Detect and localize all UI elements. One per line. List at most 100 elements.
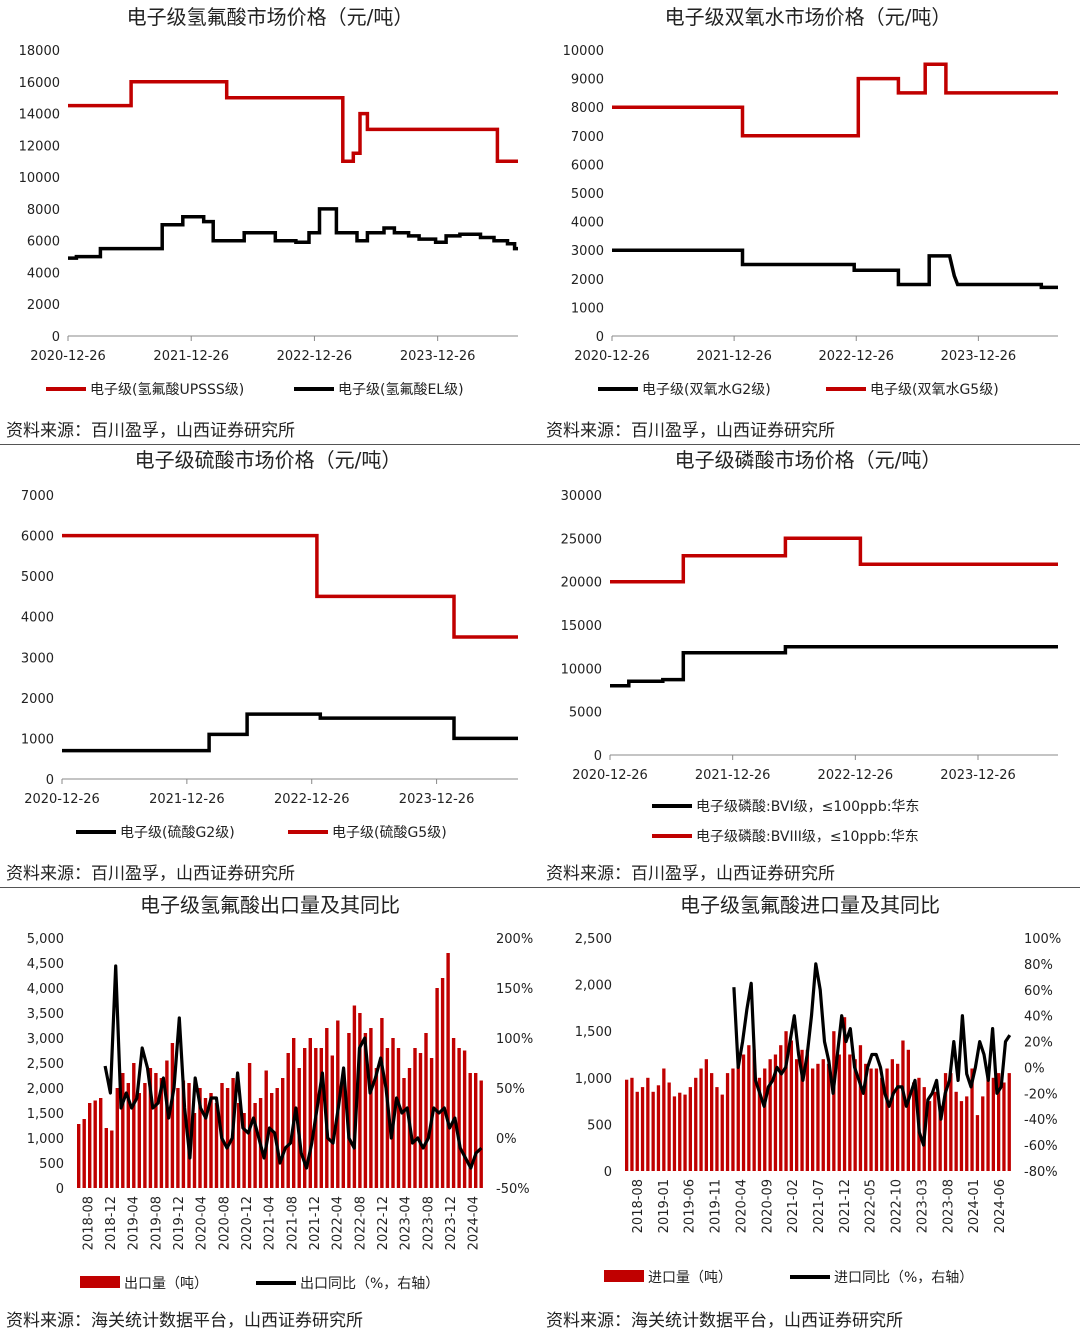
bar	[435, 988, 439, 1188]
bar	[858, 1045, 863, 1171]
bar	[906, 1049, 910, 1171]
h2o2-price-chart: 电子级双氧水市场价格（元/吨） 0 1000 2000 3000 4000 5000 6000…	[563, 5, 1058, 398]
bar	[413, 1048, 417, 1188]
bar	[214, 1103, 219, 1188]
y-tick-label: 0	[596, 330, 604, 345]
bar	[965, 1096, 969, 1171]
bar	[242, 1113, 246, 1188]
hf-price-chart: 电子级氢氟酸市场价格（元/吨） 0 2000 4000 6000 8000 10000 120…	[19, 5, 518, 398]
y-tick-label: 2,500	[575, 932, 612, 947]
y-tick-label: 5000	[571, 187, 604, 202]
y-tick-label: 500	[587, 1118, 612, 1133]
bar	[165, 1060, 169, 1188]
bar	[694, 1077, 698, 1171]
bar	[986, 1073, 990, 1171]
y-tick-label: 4000	[27, 266, 60, 281]
y2-tick-label: 80%	[1024, 958, 1053, 973]
bar	[811, 1068, 815, 1171]
bar	[731, 1068, 735, 1171]
x-tick-label: 2018-08	[81, 1196, 96, 1250]
y-tick-label: 3,500	[27, 1007, 64, 1022]
bar	[148, 1068, 153, 1188]
y-tick-label: 3000	[21, 651, 54, 666]
bar	[954, 1091, 958, 1171]
x-tick-label: 2020-12-26	[572, 768, 648, 783]
bar	[890, 1059, 894, 1171]
legend-label: 电子级(氢氟酸UPSSS级)	[90, 382, 244, 398]
y-tick-label: 8000	[27, 203, 60, 218]
y2-tick-label: 200%	[496, 932, 533, 947]
legend-label: 电子级(双氧水G5级)	[870, 382, 999, 398]
y-tick-label: 30000	[561, 489, 602, 504]
y-tick-label: 1,000	[27, 1132, 64, 1147]
source-note: 资料来源：百川盈孚，山西证券研究所	[546, 421, 835, 441]
chart-title: 电子级双氧水市场价格（元/吨）	[665, 5, 952, 29]
y-tick-label: 500	[39, 1157, 64, 1172]
x-tick-label: 2021-12-26	[696, 349, 772, 364]
bar	[143, 1083, 147, 1188]
y-tick-label: 0	[604, 1165, 612, 1180]
x-tick-label: 2023-04	[399, 1196, 414, 1250]
bar	[656, 1085, 661, 1171]
legend-label: 电子级(氢氟酸EL级)	[338, 382, 464, 398]
chart-title: 电子级磷酸市场价格（元/吨）	[675, 448, 942, 472]
series-line	[610, 644, 1058, 688]
bar	[88, 1103, 92, 1188]
bar	[672, 1096, 677, 1171]
x-tick-label: 2023-12-26	[400, 349, 476, 364]
divider	[0, 887, 1080, 888]
x-tick-label: 2022-08	[353, 1196, 368, 1250]
bar	[789, 1040, 793, 1171]
bar	[768, 1059, 772, 1171]
x-tick-label: 2019-08	[149, 1196, 164, 1250]
bar	[352, 1005, 357, 1188]
bar	[640, 1087, 645, 1171]
y2-tick-label: 0%	[496, 1132, 517, 1147]
y-tick-label: 0	[56, 1182, 64, 1197]
bar	[635, 1091, 639, 1171]
bar	[286, 1053, 290, 1188]
x-tick-label: 2020-09	[760, 1179, 775, 1233]
bar	[683, 1094, 687, 1171]
bar	[662, 1068, 666, 1171]
y-tick-label: 9000	[571, 73, 604, 88]
bar	[943, 1073, 948, 1171]
series-line	[68, 80, 518, 163]
chart-title: 电子级氢氟酸出口量及其同比	[140, 893, 400, 917]
bar	[880, 1077, 884, 1171]
bar	[209, 1093, 213, 1188]
legend-label: 电子级磷酸:BVI级，≤100ppb:华东	[696, 799, 919, 815]
bar	[121, 1073, 125, 1188]
bar	[380, 1018, 384, 1188]
bar	[699, 1068, 703, 1171]
h2so4-price-panel: 电子级硫酸市场价格（元/吨） 0 1000 2000 3000 4000 5000 6000 7…	[0, 445, 540, 888]
bar	[975, 1115, 980, 1171]
y-tick-label: 4,500	[27, 957, 64, 972]
series-line	[612, 248, 1058, 290]
legend-swatch	[80, 1276, 120, 1288]
bar	[115, 1088, 119, 1188]
bar	[853, 1059, 857, 1171]
y-tick-label: 5,000	[27, 932, 64, 947]
bar	[949, 1073, 953, 1171]
bar	[110, 1130, 114, 1188]
x-tick-label: 2022-04	[331, 1196, 346, 1250]
bar	[741, 1054, 746, 1171]
x-tick-label: 2021-02	[786, 1179, 801, 1233]
bar	[341, 1078, 345, 1188]
bar	[126, 1083, 130, 1188]
x-tick-label: 2021-07	[812, 1179, 827, 1233]
bar	[479, 1080, 483, 1188]
x-tick-label: 2019-01	[657, 1179, 672, 1233]
bar	[424, 1033, 428, 1188]
y-tick-label: 6000	[27, 235, 60, 250]
bar	[970, 1068, 974, 1171]
bar	[896, 1063, 900, 1171]
bar	[330, 1055, 334, 1188]
h2so4-price-chart: 电子级硫酸市场价格（元/吨） 0 1000 2000 3000 4000 5000 6000 7…	[21, 448, 518, 841]
bar	[176, 1088, 180, 1188]
x-tick-label: 2019-06	[683, 1179, 698, 1233]
y-tick-label: 10000	[561, 662, 602, 677]
legend-label: 进口同比（%，右轴）	[834, 1270, 973, 1286]
yoy-line	[732, 962, 1012, 1147]
